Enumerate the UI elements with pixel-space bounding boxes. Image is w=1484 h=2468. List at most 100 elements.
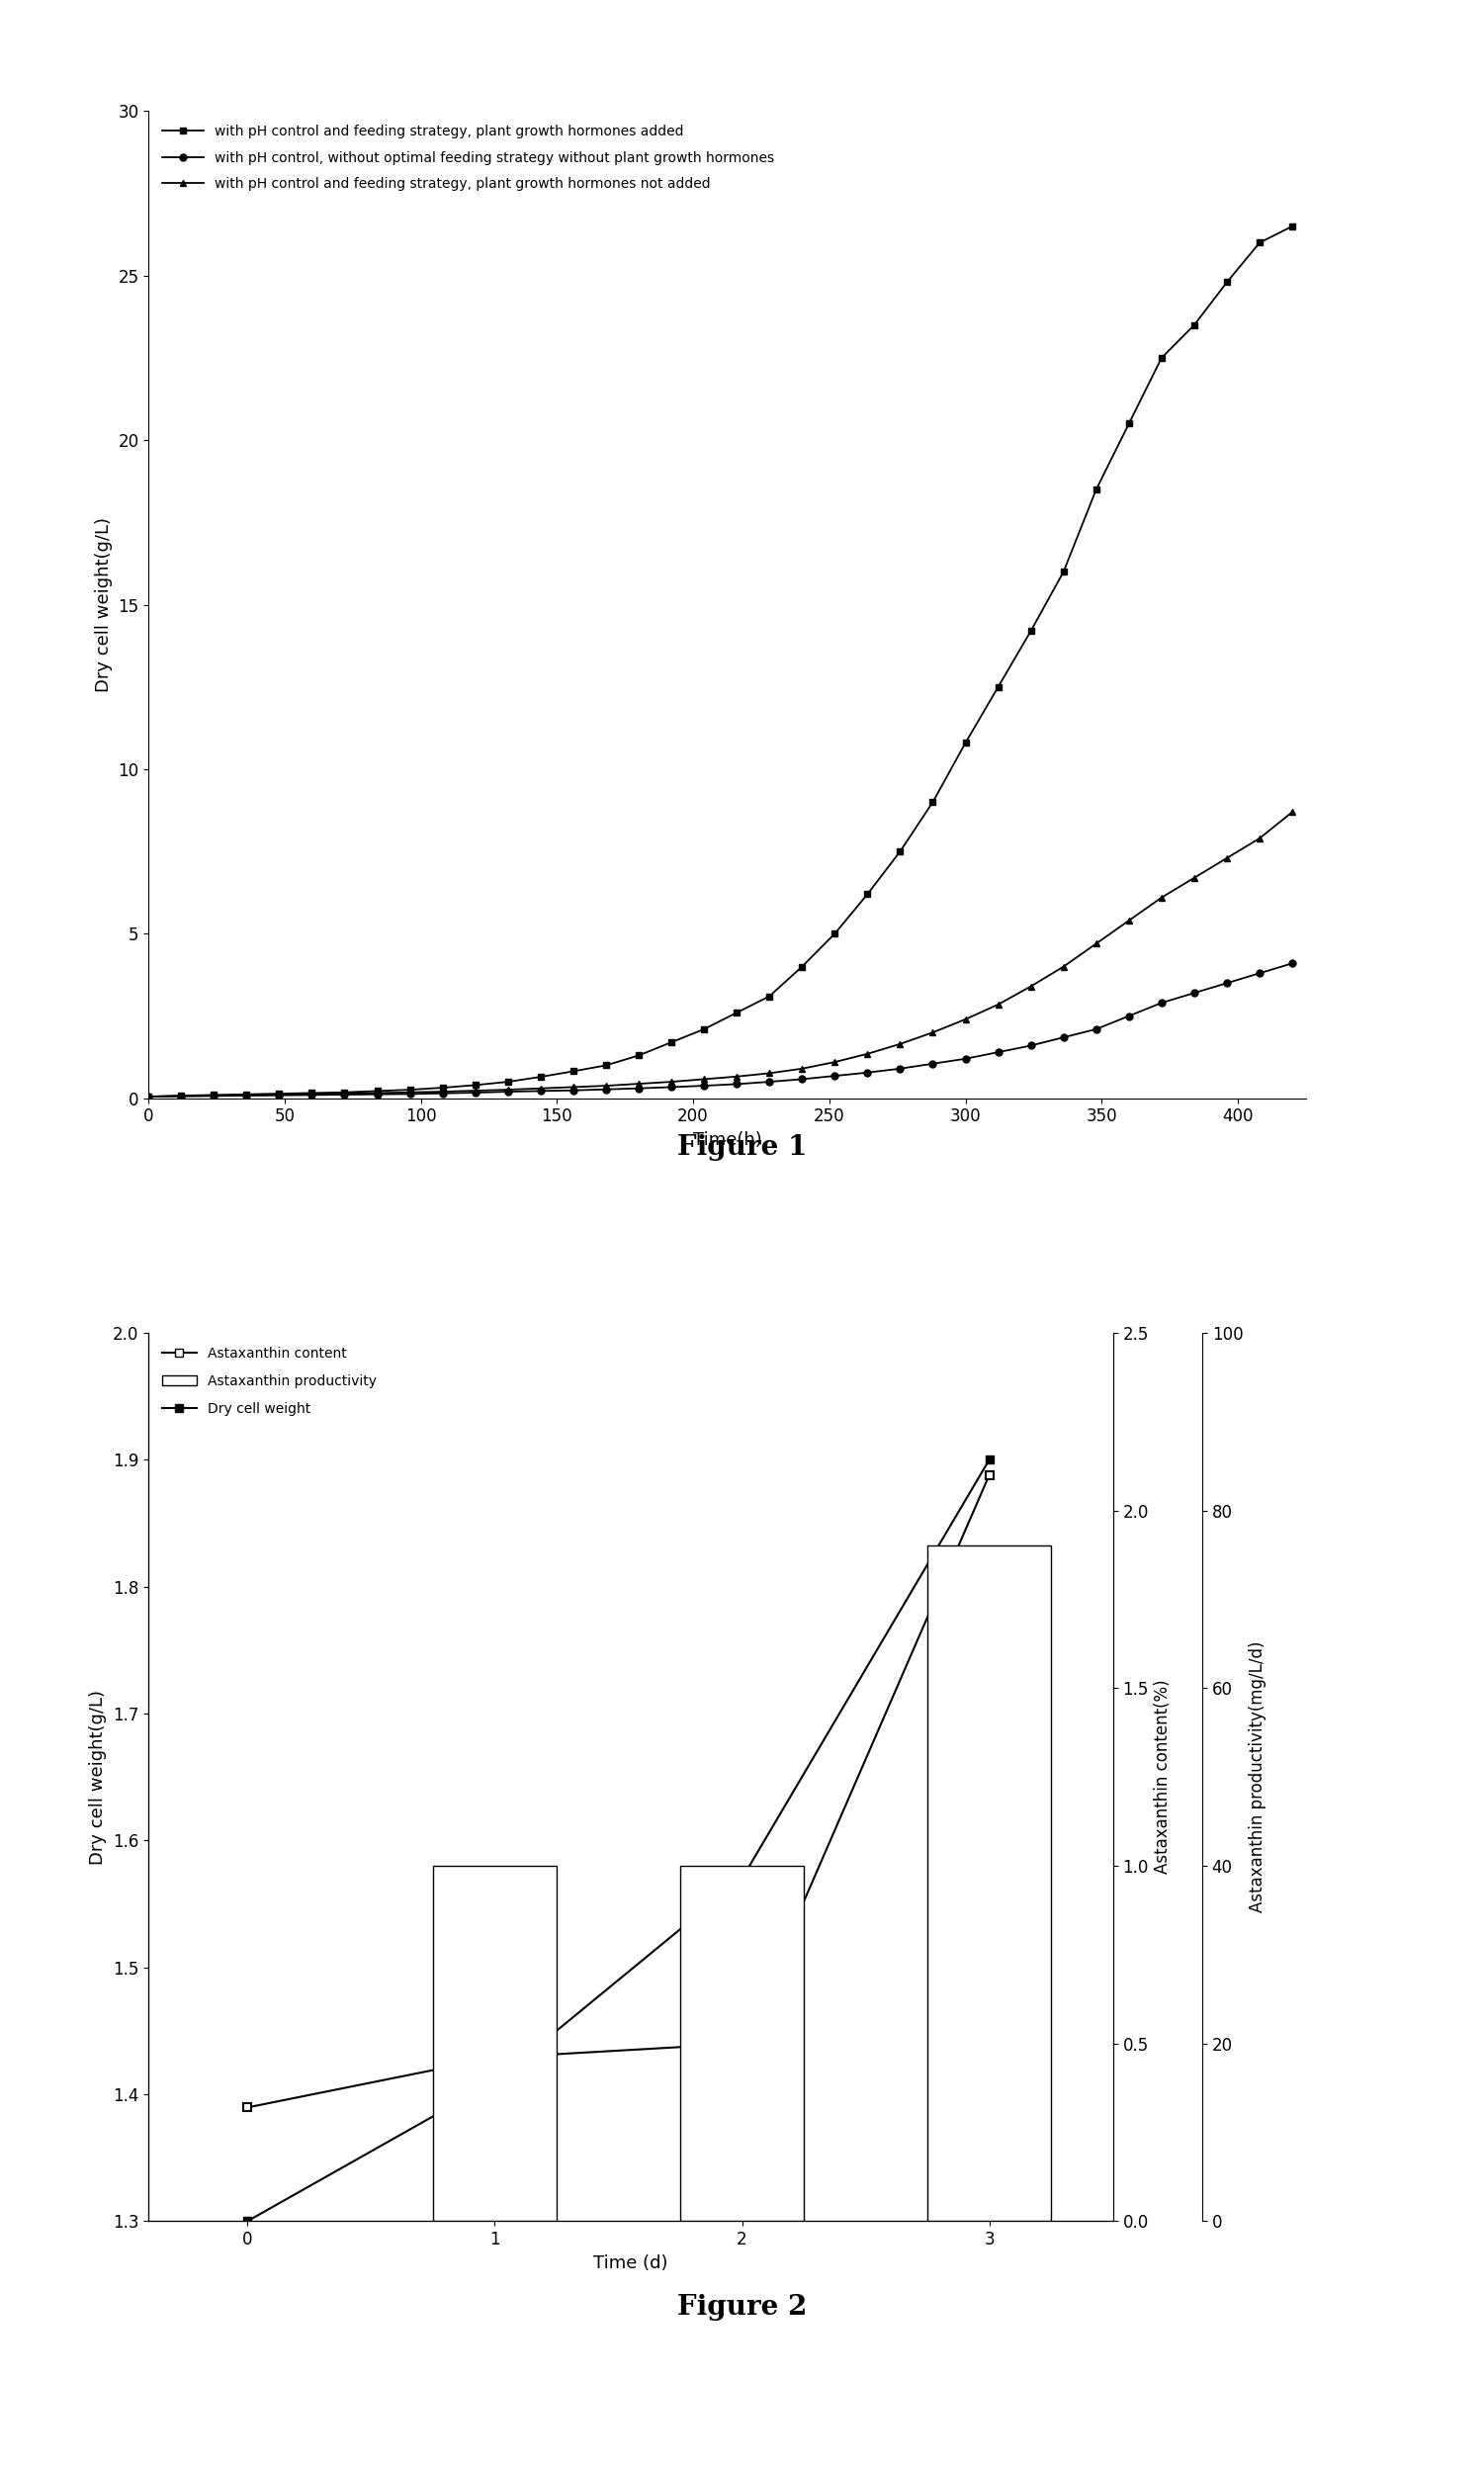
with pH control and feeding strategy, plant growth hormones added (825, 918, 843, 948)
with pH control, without optimal feeding strategy without plant growth hormones (629, 1074, 647, 1103)
with pH control and feeding strategy, plant growth hormones not added (695, 1064, 712, 1093)
Y-axis label: Astaxanthin content(%): Astaxanthin content(%) (1155, 1681, 1172, 1873)
with pH control, without optimal feeding strategy without plant growth hormones (1251, 958, 1269, 987)
with pH control and feeding strategy, plant growth hormones added (1218, 267, 1236, 296)
with pH control and feeding strategy, plant growth hormones not added (859, 1039, 877, 1069)
with pH control and feeding strategy, plant growth hormones not added (597, 1071, 614, 1101)
with pH control and feeding strategy, plant growth hormones not added (925, 1017, 942, 1046)
X-axis label: Time (d): Time (d) (594, 2253, 668, 2273)
Text: Figure 1: Figure 1 (677, 1135, 807, 1160)
with pH control, without optimal feeding strategy without plant growth hormones (792, 1064, 810, 1093)
with pH control, without optimal feeding strategy without plant growth hormones (1218, 967, 1236, 997)
Bar (680, 1866, 804, 2221)
with pH control and feeding strategy, plant growth hormones added (1022, 617, 1040, 647)
with pH control and feeding strategy, plant growth hormones added (270, 1079, 288, 1108)
with pH control, without optimal feeding strategy without plant growth hormones (335, 1081, 353, 1111)
with pH control, without optimal feeding strategy without plant growth hormones (172, 1081, 190, 1111)
with pH control and feeding strategy, plant growth hormones not added (237, 1081, 255, 1111)
with pH control and feeding strategy, plant growth hormones not added (368, 1079, 386, 1108)
with pH control and feeding strategy, plant growth hormones not added (172, 1081, 190, 1111)
with pH control and feeding strategy, plant growth hormones added (335, 1079, 353, 1108)
with pH control, without optimal feeding strategy without plant growth hormones (727, 1069, 745, 1098)
with pH control, without optimal feeding strategy without plant growth hormones (662, 1071, 680, 1101)
with pH control, without optimal feeding strategy without plant growth hormones (1088, 1014, 1106, 1044)
with pH control and feeding strategy, plant growth hormones not added (1284, 797, 1301, 827)
Legend: with pH control and feeding strategy, plant growth hormones added, with pH contr: with pH control and feeding strategy, pl… (156, 118, 781, 197)
with pH control and feeding strategy, plant growth hormones not added (662, 1066, 680, 1096)
Y-axis label: Astaxanthin productivity(mg/L/d): Astaxanthin productivity(mg/L/d) (1248, 1641, 1266, 1913)
with pH control and feeding strategy, plant growth hormones added (792, 953, 810, 982)
with pH control, without optimal feeding strategy without plant growth hormones (990, 1037, 1008, 1066)
with pH control, without optimal feeding strategy without plant growth hormones (760, 1066, 778, 1096)
with pH control and feeding strategy, plant growth hormones added (695, 1014, 712, 1044)
Y-axis label: Dry cell weight(g/L): Dry cell weight(g/L) (95, 518, 113, 691)
with pH control and feeding strategy, plant growth hormones added (662, 1027, 680, 1056)
with pH control and feeding strategy, plant growth hormones added (727, 997, 745, 1027)
with pH control and feeding strategy, plant growth hormones not added (1120, 906, 1138, 935)
with pH control and feeding strategy, plant growth hormones added (564, 1056, 582, 1086)
with pH control and feeding strategy, plant growth hormones added (172, 1081, 190, 1111)
with pH control, without optimal feeding strategy without plant growth hormones (925, 1049, 942, 1079)
with pH control, without optimal feeding strategy without plant growth hormones (564, 1076, 582, 1106)
with pH control and feeding strategy, plant growth hormones added (957, 728, 975, 758)
with pH control, without optimal feeding strategy without plant growth hormones (957, 1044, 975, 1074)
with pH control and feeding strategy, plant growth hormones not added (792, 1054, 810, 1083)
with pH control, without optimal feeding strategy without plant growth hormones (825, 1061, 843, 1091)
with pH control, without optimal feeding strategy without plant growth hormones (139, 1081, 157, 1111)
with pH control and feeding strategy, plant growth hormones added (1251, 227, 1269, 257)
with pH control and feeding strategy, plant growth hormones not added (205, 1081, 223, 1111)
with pH control and feeding strategy, plant growth hormones not added (1251, 824, 1269, 854)
with pH control and feeding strategy, plant growth hormones added (990, 671, 1008, 701)
with pH control, without optimal feeding strategy without plant growth hormones (1284, 948, 1301, 977)
with pH control, without optimal feeding strategy without plant growth hormones (695, 1071, 712, 1101)
with pH control and feeding strategy, plant growth hormones not added (433, 1076, 451, 1106)
with pH control and feeding strategy, plant growth hormones not added (957, 1004, 975, 1034)
with pH control and feeding strategy, plant growth hormones not added (760, 1059, 778, 1088)
with pH control and feeding strategy, plant growth hormones not added (1022, 972, 1040, 1002)
with pH control and feeding strategy, plant growth hormones added (892, 837, 910, 866)
with pH control and feeding strategy, plant growth hormones not added (892, 1029, 910, 1059)
with pH control, without optimal feeding strategy without plant growth hormones (499, 1076, 516, 1106)
with pH control and feeding strategy, plant growth hormones not added (564, 1071, 582, 1101)
Y-axis label: Dry cell weight(g/L): Dry cell weight(g/L) (89, 1691, 107, 1863)
with pH control, without optimal feeding strategy without plant growth hormones (1120, 1002, 1138, 1032)
with pH control and feeding strategy, plant growth hormones not added (825, 1046, 843, 1076)
Bar (433, 1866, 556, 2221)
with pH control and feeding strategy, plant growth hormones added (859, 879, 877, 908)
with pH control, without optimal feeding strategy without plant growth hormones (531, 1076, 549, 1106)
with pH control and feeding strategy, plant growth hormones added (1186, 311, 1204, 341)
with pH control and feeding strategy, plant growth hormones not added (1153, 884, 1171, 913)
with pH control and feeding strategy, plant growth hormones added (303, 1079, 321, 1108)
with pH control, without optimal feeding strategy without plant growth hormones (303, 1081, 321, 1111)
with pH control and feeding strategy, plant growth hormones added (760, 982, 778, 1012)
with pH control, without optimal feeding strategy without plant growth hormones (1153, 987, 1171, 1017)
with pH control, without optimal feeding strategy without plant growth hormones (401, 1079, 418, 1108)
with pH control and feeding strategy, plant growth hormones added (629, 1041, 647, 1071)
with pH control, without optimal feeding strategy without plant growth hormones (205, 1081, 223, 1111)
with pH control and feeding strategy, plant growth hormones added (466, 1071, 484, 1101)
with pH control and feeding strategy, plant growth hormones not added (990, 990, 1008, 1019)
with pH control and feeding strategy, plant growth hormones not added (1055, 953, 1073, 982)
with pH control and feeding strategy, plant growth hormones not added (1218, 844, 1236, 874)
with pH control, without optimal feeding strategy without plant growth hormones (237, 1081, 255, 1111)
with pH control and feeding strategy, plant growth hormones added (1088, 474, 1106, 503)
X-axis label: Time(h): Time(h) (693, 1130, 761, 1150)
with pH control, without optimal feeding strategy without plant growth hormones (1022, 1032, 1040, 1061)
with pH control and feeding strategy, plant growth hormones not added (1088, 928, 1106, 958)
with pH control, without optimal feeding strategy without plant growth hormones (433, 1079, 451, 1108)
with pH control, without optimal feeding strategy without plant growth hormones (1186, 977, 1204, 1007)
with pH control and feeding strategy, plant growth hormones not added (466, 1076, 484, 1106)
with pH control, without optimal feeding strategy without plant growth hormones (892, 1054, 910, 1083)
with pH control and feeding strategy, plant growth hormones not added (401, 1079, 418, 1108)
with pH control and feeding strategy, plant growth hormones added (597, 1051, 614, 1081)
with pH control and feeding strategy, plant growth hormones not added (1186, 864, 1204, 893)
with pH control and feeding strategy, plant growth hormones not added (727, 1061, 745, 1091)
with pH control and feeding strategy, plant growth hormones not added (335, 1079, 353, 1108)
with pH control and feeding strategy, plant growth hormones added (1284, 212, 1301, 242)
with pH control and feeding strategy, plant growth hormones not added (139, 1081, 157, 1111)
with pH control and feeding strategy, plant growth hormones added (139, 1081, 157, 1111)
with pH control, without optimal feeding strategy without plant growth hormones (368, 1079, 386, 1108)
Line: with pH control, without optimal feeding strategy without plant growth hormones: with pH control, without optimal feeding… (145, 960, 1296, 1101)
Bar (928, 1545, 1051, 2221)
with pH control, without optimal feeding strategy without plant growth hormones (1055, 1022, 1073, 1051)
